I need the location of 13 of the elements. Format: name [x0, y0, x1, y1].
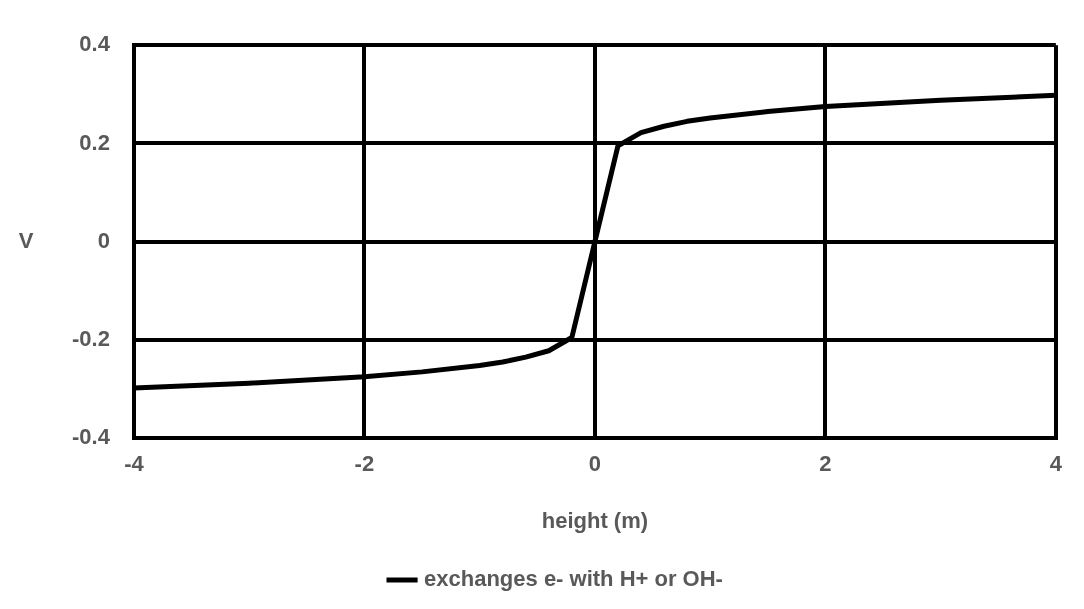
x-tick-label: 0 [588, 451, 602, 477]
x-tick-label: -2 [354, 451, 375, 477]
y-tick-label: 0.2 [79, 129, 110, 155]
y-axis-title: V [18, 227, 34, 253]
y-tick-label: 0 [97, 227, 110, 253]
x-tick-label: -4 [124, 451, 145, 477]
y-tick-label: -0.4 [71, 424, 111, 450]
y-tick-label: -0.2 [71, 326, 110, 352]
x-axis-title: height (m) [541, 507, 649, 533]
y-tick-label: 0.4 [79, 31, 111, 57]
x-tick-label: 2 [819, 451, 832, 477]
legend-label: exchanges e- with H+ or OH- [424, 566, 723, 592]
x-tick-label: 4 [1049, 451, 1063, 477]
